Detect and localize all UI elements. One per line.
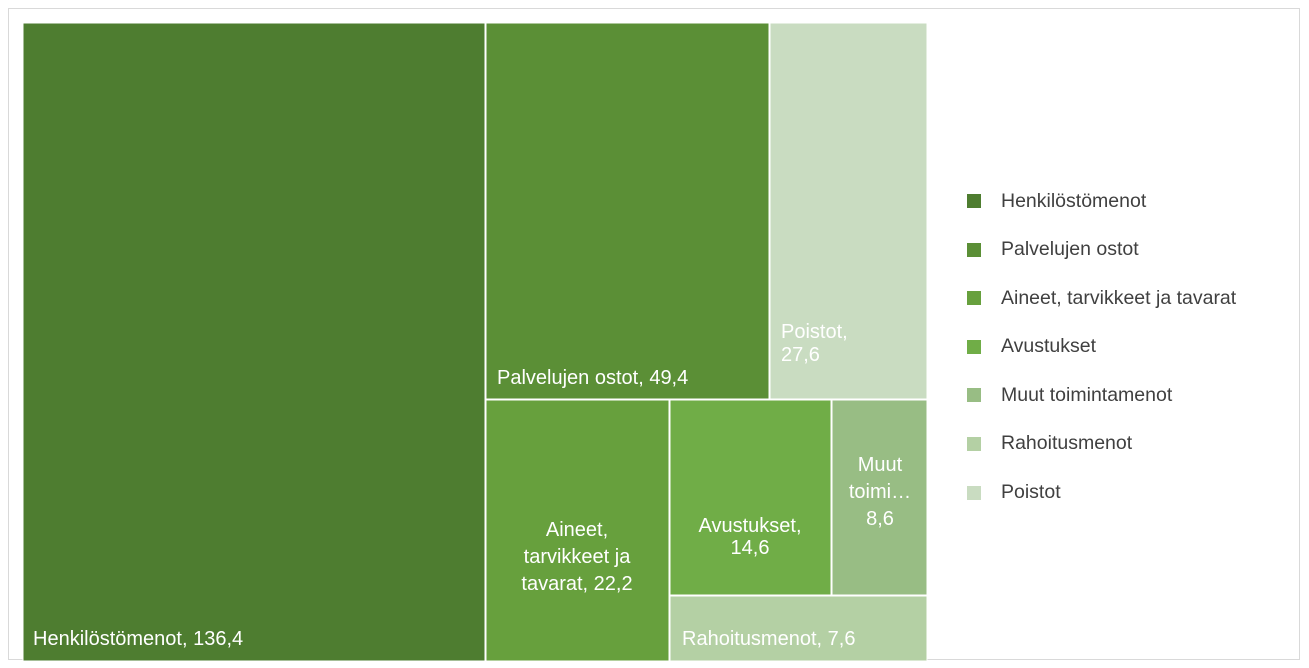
treemap-tile [669,399,832,596]
treemap-chart: Henkilöstömenot, 136,4 Palvelujen ostot, … [22,22,928,661]
tile-label: Rahoitusmenot, 7,6 [682,628,855,650]
treemap-tile [485,399,670,661]
treemap-tile [485,22,770,400]
tile-label: Henkilöstömenot, 136,4 [33,628,243,650]
chart-frame: Henkilöstömenot, 136,4 Palvelujen ostot, … [8,8,1300,661]
legend-swatch [967,339,981,354]
tile-label: 8,6 [866,508,894,530]
tile-label: Avustukset, [698,515,801,537]
legend-item: Henkilöstömenot [967,189,1236,213]
legend-label: Muut toimintamenot [1001,383,1173,406]
tile-label: tavarat, 22,2 [521,573,632,595]
tile-label: Muut [858,454,903,476]
legend-label: Rahoitusmenot [1001,432,1133,455]
treemap-tile [769,22,928,400]
legend-label: Henkilöstömenot [1001,189,1147,212]
legend-item: Aineet, tarvikkeet ja tavarat [967,286,1236,310]
legend-swatch [967,242,981,257]
legend-item: Rahoitusmenot [967,432,1236,456]
tile-label: Aineet, [546,519,608,541]
tile-label: Poistot, [781,321,848,343]
treemap-tile [831,399,928,596]
tile-label: 14,6 [731,537,770,559]
legend-swatch [967,194,981,208]
tile-label: 27,6 [781,344,820,366]
tile-label: toimi… [849,481,911,503]
tile-label: tarvikkeet ja [524,546,632,568]
legend-label: Aineet, tarvikkeet ja tavarat [1001,286,1237,309]
legend-item: Poistot [967,481,1236,505]
legend-swatch [967,291,981,306]
treemap-tile [22,22,486,661]
legend-item: Palvelujen ostot [967,238,1236,262]
legend-swatch [967,485,981,500]
treemap-tile [669,595,928,661]
legend-label: Poistot [1001,481,1061,504]
legend-swatch [967,436,981,451]
legend-label: Palvelujen ostot [1001,238,1139,261]
legend-item: Avustukset [967,335,1236,359]
tile-label: Palvelujen ostot, 49,4 [497,367,688,389]
legend-item: Muut toimintamenot [967,383,1236,407]
chart-legend: Henkilöstömenot Palvelujen ostot Aineet,… [967,189,1236,529]
legend-label: Avustukset [1001,335,1097,358]
legend-swatch [967,388,981,403]
